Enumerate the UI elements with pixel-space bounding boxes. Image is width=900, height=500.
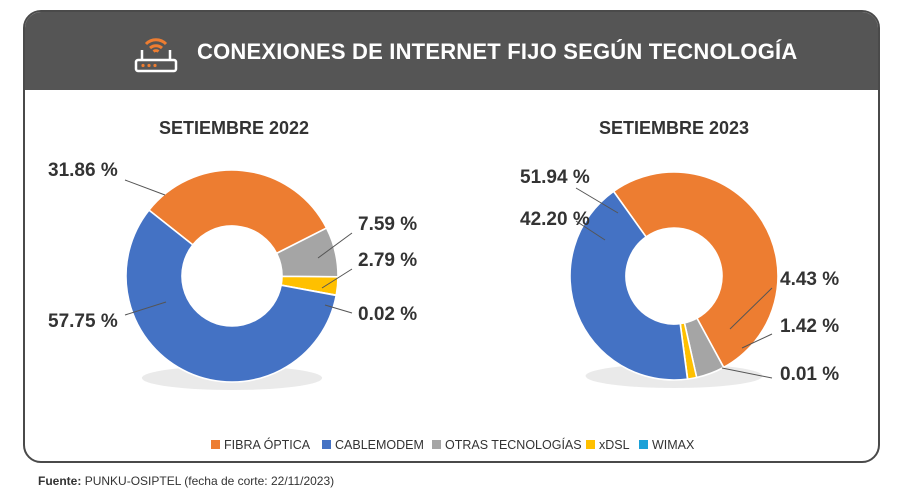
source-label: Fuente: xyxy=(38,474,82,488)
page-title: CONEXIONES DE INTERNET FIJO SEGÚN TECNOL… xyxy=(197,39,798,64)
source-note: Fuente: PUNKU-OSIPTEL (fecha de corte: 2… xyxy=(38,474,334,488)
donut-charts: SETIEMBRE 2022 31.86 % 57.75 % 7.59 % 2.79 %… xyxy=(48,118,839,452)
leader-line xyxy=(317,232,353,259)
leader-line xyxy=(324,304,353,314)
data-label-cablemodem: 57.75 % xyxy=(48,311,118,332)
slice-cablemodem xyxy=(569,190,689,381)
legend-swatch-fibra xyxy=(211,440,220,449)
legend-label-cablemodem: CABLEMODEM xyxy=(335,438,424,452)
donut-chart-1: SETIEMBRE 2022 31.86 % 57.75 % 7.59 % 2.79 %… xyxy=(48,118,417,390)
data-label-xdsl: 1.42 % xyxy=(780,316,839,337)
legend-swatch-otras xyxy=(432,440,441,449)
legend: FIBRA ÓPTICA CABLEMODEM OTRAS TECNOLOGÍAS x… xyxy=(211,437,695,452)
chart-title: SETIEMBRE 2022 xyxy=(159,118,309,138)
legend-label-fibra: FIBRA ÓPTICA xyxy=(224,437,311,452)
donut-chart-2: SETIEMBRE 2023 51.94 % 42.20 % 4.43 % 1.42 %… xyxy=(520,118,839,388)
data-label-wimax: 0.01 % xyxy=(780,364,839,385)
source-text: PUNKU-OSIPTEL (fecha de corte: 22/11/202… xyxy=(84,474,335,488)
leader-line xyxy=(729,287,773,330)
legend-label-xdsl: xDSL xyxy=(599,438,630,452)
legend-swatch-xdsl xyxy=(586,440,595,449)
data-label-otras: 4.43 % xyxy=(780,269,839,290)
data-label-xdsl: 2.79 % xyxy=(358,250,417,271)
legend-swatch-wimax xyxy=(639,440,648,449)
legend-swatch-cablemodem xyxy=(322,440,331,449)
leader-line xyxy=(124,179,166,196)
leader-line xyxy=(124,301,167,316)
title-bar: CONEXIONES DE INTERNET FIJO SEGÚN TECNOL… xyxy=(25,12,878,90)
slice-cablemodem xyxy=(125,208,338,383)
legend-label-otras: OTRAS TECNOLOGÍAS xyxy=(445,437,582,452)
data-label-wimax: 0.02 % xyxy=(358,304,417,325)
wifi-router-icon xyxy=(134,38,178,73)
slice-fibra xyxy=(612,171,779,369)
data-label-cablemodem: 42.20 % xyxy=(520,209,590,230)
leader-line xyxy=(321,268,353,289)
leader-line xyxy=(575,220,606,241)
legend-label-wimax: WIMAX xyxy=(652,438,695,452)
slice-fibra xyxy=(147,169,328,255)
leader-line xyxy=(721,367,773,379)
data-label-otras: 7.59 % xyxy=(358,214,417,235)
data-label-fibra: 51.94 % xyxy=(520,167,590,188)
leader-line xyxy=(741,333,773,349)
chart-title: SETIEMBRE 2023 xyxy=(599,118,749,138)
data-label-fibra: 31.86 % xyxy=(48,160,118,181)
leader-line xyxy=(575,187,619,214)
